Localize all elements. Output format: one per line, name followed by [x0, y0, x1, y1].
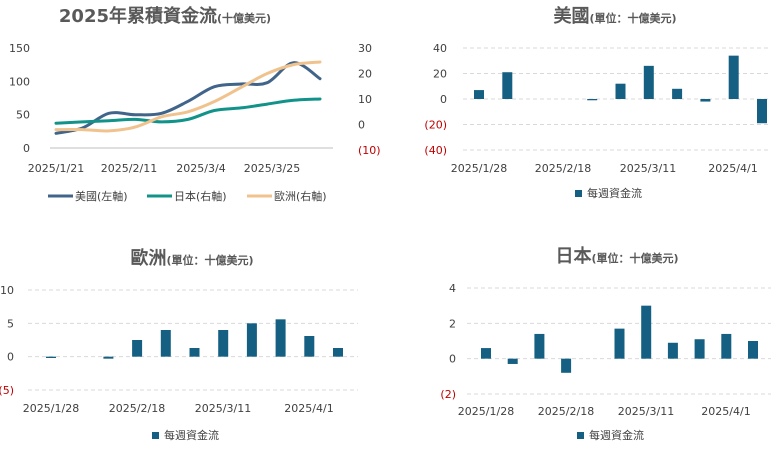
legend-swatch: [575, 190, 582, 197]
x-tick-label: 2025/1/21: [28, 162, 84, 175]
bar: [304, 336, 315, 357]
bar: [481, 348, 491, 359]
chart-title-cumulative: 2025年累積資金流(十億美元): [59, 5, 271, 27]
y-right-tick-label: (10): [358, 144, 381, 157]
y-right-tick-label: 10: [358, 93, 372, 106]
bar: [643, 65, 654, 99]
y-tick-label: 0: [7, 351, 14, 364]
legend-label: 每週資金流: [587, 186, 642, 200]
bar: [721, 333, 732, 359]
bar: [561, 358, 572, 373]
bar: [46, 356, 56, 358]
legend-label: 美國(左軸): [75, 189, 128, 203]
x-tick-label: 2025/1/28: [458, 405, 514, 418]
chart-us: 美國(單位：十億美元) 40 20 0 (20) (40) 2025/1/28 2025/2/…: [424, 5, 771, 200]
bar: [502, 72, 513, 99]
legend-label: 歐洲(右軸): [274, 189, 327, 203]
chart-europe: 歐洲(單位：十億美元) 10 5 0 (5) 2025/1/28 2025/2/18 2025…: [0, 247, 358, 442]
y-tick-label: 0: [449, 353, 456, 366]
x-tick-label: 2025/3/11: [195, 402, 251, 415]
y-tick-label: 2: [449, 317, 456, 330]
x-tick-label: 2025/1/28: [23, 402, 79, 415]
y-tick-label: 5: [7, 317, 14, 330]
bar: [474, 90, 484, 99]
bar: [218, 330, 229, 357]
bar: [103, 356, 114, 359]
chart-japan: 日本(單位：十億美元) 4 2 0 (2)2025/1/28 2025/2/18 2025/…: [440, 245, 771, 442]
y-tick-label: (20): [424, 119, 447, 132]
x-tick-label: 2025/2/18: [535, 162, 591, 175]
y-right-tick-label: 0: [358, 119, 365, 132]
bar: [534, 333, 545, 359]
y-tick-label: (5): [0, 384, 14, 397]
legend-swatch: [577, 432, 584, 439]
x-tick-label: 2025/3/11: [620, 162, 676, 175]
series-line-0: [54, 61, 322, 135]
y-left-tick-label: 100: [9, 75, 30, 88]
bar: [246, 323, 257, 357]
chart-cumulative-flow: 2025年累積資金流(十億美元) 0 50 100 150 (10) 0 10 20 30 2025…: [9, 5, 381, 203]
y-tick-label: (40): [424, 144, 447, 157]
y-left-tick-label: 0: [23, 142, 30, 155]
bar: [132, 340, 143, 357]
legend-swatch: [152, 432, 159, 439]
y-tick-label: (2): [440, 388, 456, 401]
x-tick-label: 2025/2/11: [101, 162, 157, 175]
chart-title-japan: 日本(單位：十億美元): [555, 245, 678, 267]
bar: [587, 99, 598, 101]
bar: [189, 348, 200, 357]
bar: [757, 99, 767, 124]
bar: [700, 99, 711, 102]
x-tick-label: 2025/2/18: [538, 405, 594, 418]
bar: [728, 55, 739, 99]
bar: [672, 88, 683, 99]
x-tick-label: 2025/4/1: [708, 162, 757, 175]
x-tick-label: 2025/3/11: [618, 405, 674, 418]
legend-label: 每週資金流: [164, 428, 219, 442]
bar: [694, 339, 705, 359]
bar: [507, 358, 518, 364]
y-tick-label: 40: [433, 42, 447, 55]
y-right-tick-label: 30: [358, 42, 372, 55]
x-tick-label: 2025/3/25: [244, 162, 300, 175]
y-left-tick-label: 50: [16, 109, 30, 122]
legend-label: 每週資金流: [589, 428, 644, 442]
y-tick-label: 20: [433, 68, 447, 81]
chart-title-europe: 歐洲(單位：十億美元): [130, 247, 253, 269]
bar: [667, 342, 678, 359]
y-left-tick-label: 150: [9, 42, 30, 55]
bar: [614, 328, 625, 359]
x-tick-label: 2025/4/1: [284, 402, 333, 415]
x-tick-label: 2025/4/1: [701, 405, 750, 418]
x-tick-label: 2025/1/28: [451, 162, 507, 175]
bar: [748, 341, 758, 359]
series-line-2: [54, 60, 322, 133]
bar: [615, 83, 626, 99]
x-tick-label: 2025/3/4: [176, 162, 225, 175]
chart-title-us: 美國(單位：十億美元): [553, 5, 676, 27]
bar: [160, 330, 171, 357]
y-right-tick-label: 20: [358, 68, 372, 81]
bar: [333, 348, 343, 357]
y-tick-label: 4: [449, 282, 456, 295]
legend-label: 日本(右軸): [174, 189, 227, 203]
y-tick-label: 10: [0, 284, 14, 297]
bar: [641, 305, 652, 359]
series-line-1: [54, 97, 322, 125]
y-tick-label: 0: [440, 93, 447, 106]
bar: [275, 319, 286, 357]
x-tick-label: 2025/2/18: [109, 402, 165, 415]
